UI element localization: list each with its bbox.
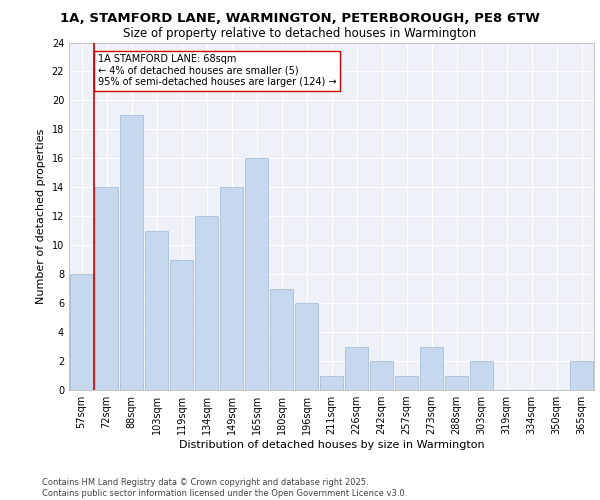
Bar	[170, 260, 193, 390]
Text: Size of property relative to detached houses in Warmington: Size of property relative to detached ho…	[124, 28, 476, 40]
Bar	[470, 361, 493, 390]
Bar	[345, 346, 368, 390]
Bar	[220, 188, 243, 390]
Bar	[95, 188, 118, 390]
Bar	[245, 158, 268, 390]
Bar	[395, 376, 418, 390]
Y-axis label: Number of detached properties: Number of detached properties	[36, 128, 46, 304]
Bar	[445, 376, 468, 390]
Bar	[270, 288, 293, 390]
Bar	[420, 346, 443, 390]
Bar	[295, 303, 318, 390]
X-axis label: Distribution of detached houses by size in Warmington: Distribution of detached houses by size …	[179, 440, 484, 450]
Bar	[145, 230, 168, 390]
Text: Contains HM Land Registry data © Crown copyright and database right 2025.
Contai: Contains HM Land Registry data © Crown c…	[42, 478, 407, 498]
Bar	[570, 361, 593, 390]
Text: 1A, STAMFORD LANE, WARMINGTON, PETERBOROUGH, PE8 6TW: 1A, STAMFORD LANE, WARMINGTON, PETERBORO…	[60, 12, 540, 26]
Bar	[320, 376, 343, 390]
Bar	[70, 274, 93, 390]
Text: 1A STAMFORD LANE: 68sqm
← 4% of detached houses are smaller (5)
95% of semi-deta: 1A STAMFORD LANE: 68sqm ← 4% of detached…	[98, 54, 337, 88]
Bar	[195, 216, 218, 390]
Bar	[120, 115, 143, 390]
Bar	[370, 361, 393, 390]
